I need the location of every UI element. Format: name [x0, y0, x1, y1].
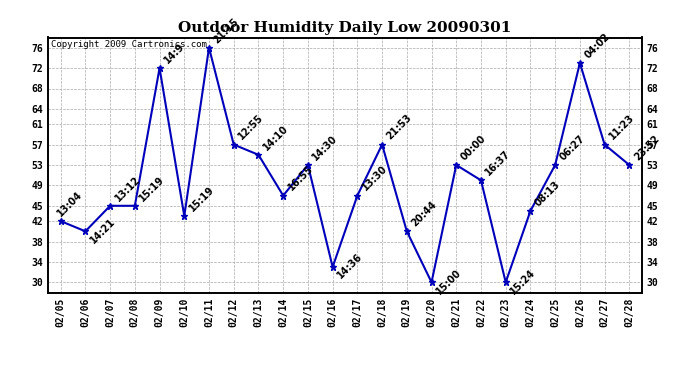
Text: 15:19: 15:19: [137, 174, 166, 203]
Text: 21:15: 21:15: [212, 16, 241, 45]
Text: 14:30: 14:30: [310, 133, 339, 162]
Text: Copyright 2009 Cartronics.com: Copyright 2009 Cartronics.com: [51, 40, 207, 49]
Text: 06:27: 06:27: [558, 133, 587, 162]
Text: 14:9: 14:9: [162, 41, 186, 65]
Text: 04:02: 04:02: [582, 31, 611, 60]
Text: 15:24: 15:24: [509, 267, 538, 296]
Text: 21:53: 21:53: [385, 113, 414, 142]
Text: 23:52: 23:52: [632, 133, 661, 162]
Text: 13:30: 13:30: [360, 164, 389, 193]
Text: 12:55: 12:55: [237, 113, 266, 142]
Text: 14:21: 14:21: [88, 216, 117, 245]
Text: 15:00: 15:00: [434, 267, 463, 296]
Text: 13:04: 13:04: [55, 189, 84, 218]
Text: 13:12: 13:12: [113, 174, 142, 203]
Text: 00:00: 00:00: [459, 133, 488, 162]
Text: 16:37: 16:37: [484, 148, 513, 177]
Text: 16:55: 16:55: [286, 164, 315, 193]
Text: 08:13: 08:13: [533, 179, 562, 208]
Text: 14:36: 14:36: [335, 252, 364, 281]
Text: 14:10: 14:10: [262, 123, 290, 152]
Text: 15:19: 15:19: [187, 184, 216, 213]
Text: 11:23: 11:23: [607, 113, 636, 142]
Title: Outdoor Humidity Daily Low 20090301: Outdoor Humidity Daily Low 20090301: [178, 21, 512, 35]
Text: 20:44: 20:44: [410, 200, 439, 228]
